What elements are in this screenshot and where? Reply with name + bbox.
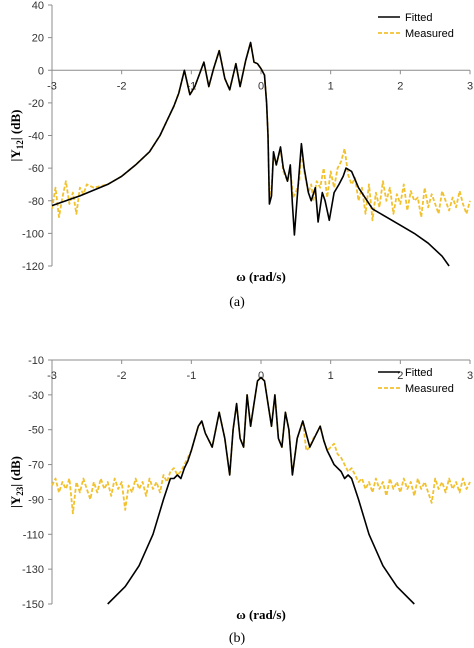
y-axis-title: |Y23| (dB) [8,456,25,508]
y-tick-label: -30 [28,390,44,402]
y-tick-label: -150 [22,599,44,611]
x-axis-title: ω (rad/s) [236,607,286,622]
measured-series-line [51,376,471,515]
x-tick-label: -3 [47,370,57,382]
fitted-series-line [107,376,415,605]
legend-label: Fitted [405,367,433,379]
y-tick-label: -90 [28,494,44,506]
y-tick-label: -100 [22,228,44,240]
y-axis-title-main: |Y [8,495,23,508]
y-tick-label: -60 [28,163,44,175]
y-tick-label: -10 [28,355,44,367]
y-axis-title: |Y12| (dB) [8,110,25,162]
y-tick-label: -70 [28,460,44,472]
y-tick-label: -80 [28,196,44,208]
y-tick-label: -110 [23,529,44,541]
x-tick-label: -1 [186,370,196,382]
x-tick-label: 3 [467,370,473,382]
y-tick-label: -40 [28,131,44,143]
x-tick-label: 1 [328,80,334,92]
y-tick-label: 40 [32,0,44,12]
legend-label: Measured [405,383,454,395]
x-tick-label: -1 [186,80,196,92]
y-axis-title-main: |Y [8,149,23,162]
y-tick-label: -50 [28,425,44,437]
legend: Fitted Measured [378,367,454,395]
x-tick-label: -2 [117,370,127,382]
panel-caption: (a) [229,295,245,310]
panel-caption: (b) [229,631,246,646]
y-tick-label: -130 [22,564,44,576]
y-axis-title-tail: | (dB) [8,110,23,141]
y-axis-title-subscript: 23 [15,486,25,496]
y-axis-title-subscript: 12 [15,140,25,150]
legend-label: Fitted [405,12,433,24]
y-tick-label: 0 [38,65,44,77]
x-tick-label: 2 [397,80,403,92]
fitted-series-line [51,41,450,267]
y-tick-label: -20 [28,98,44,110]
x-tick-label: 2 [397,370,403,382]
y-tick-label: 20 [32,33,44,45]
x-tick-label: 0 [258,370,264,382]
x-tick-label: -3 [47,80,57,92]
chart-panel-b: -10-30-50-70-90-110-130-150-3 -2 -1 0 1 2 3Fit… [8,355,473,646]
x-tick-label: 0 [258,80,264,92]
legend: Fitted Measured [378,12,454,40]
x-tick-label: 3 [467,80,473,92]
y-axis-title-tail: | (dB) [8,456,23,487]
x-tick-label: -2 [117,80,127,92]
y-tick-label: -120 [22,261,44,273]
x-tick-label: 1 [328,370,334,382]
x-axis-title: ω (rad/s) [236,269,286,284]
legend-label: Measured [405,28,454,40]
